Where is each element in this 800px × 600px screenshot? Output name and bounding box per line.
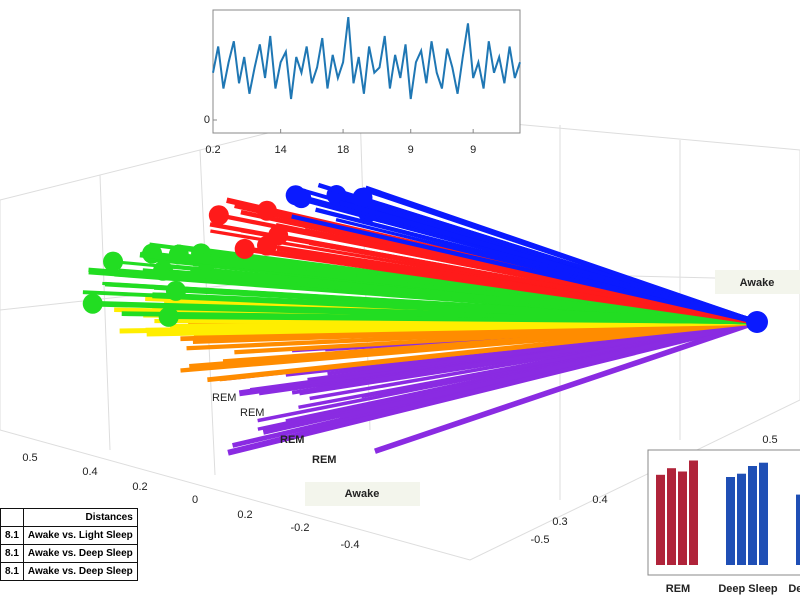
table-cell: 8.1	[0, 526, 24, 545]
axis-label: 0.4	[592, 494, 607, 506]
fan-node	[191, 243, 212, 264]
bar	[656, 474, 665, 565]
axis-label: 0.4	[82, 466, 97, 478]
bar	[759, 462, 768, 565]
x-tick-label: 18	[337, 144, 349, 156]
axis-label: -0.2	[291, 522, 310, 534]
fan-line	[234, 319, 758, 355]
fan-line	[291, 320, 758, 395]
table-cell: Awake vs. Light Sleep	[22, 526, 138, 545]
fan-node	[291, 188, 312, 209]
fan-line	[291, 214, 758, 325]
x-tick-label: 9	[408, 144, 414, 156]
bar	[678, 471, 687, 565]
x-tick-label: 14	[275, 144, 287, 156]
fan-node	[82, 293, 103, 314]
hub-label: Awake	[740, 277, 775, 289]
bar	[689, 460, 698, 565]
rem-label: REM	[312, 454, 336, 466]
fan-line	[266, 244, 758, 324]
table-cell: 8.1	[0, 544, 24, 563]
fan-line	[339, 319, 758, 420]
fan-line	[190, 268, 758, 325]
axis-label: 0.2	[237, 509, 252, 521]
distance-table: Distances 8.1 Awake vs. Light Sleep 8.1 Aw…	[0, 508, 138, 581]
label-box	[715, 270, 800, 294]
data-line	[212, 16, 521, 100]
axis-label: 0.3	[552, 516, 567, 528]
table-cell	[0, 508, 24, 527]
fan-node	[234, 238, 255, 259]
x-tick-label: Deep Sleep	[718, 583, 778, 595]
fan-line	[152, 292, 758, 325]
axis-label: 0	[192, 494, 198, 506]
fan-node	[208, 205, 229, 226]
bar	[726, 477, 735, 565]
x-tick-label: Deep Sleep	[788, 583, 800, 595]
fan-node	[352, 187, 373, 208]
bar	[748, 466, 757, 565]
y-tick-label: 0	[204, 114, 210, 126]
axis-label: -0.4	[341, 539, 360, 551]
axis-label: 0.5	[22, 452, 37, 464]
rem-label: REM	[280, 434, 304, 446]
axis-label: -0.5	[531, 534, 550, 546]
table-cell: 8.1	[0, 562, 24, 581]
fan-line	[277, 233, 758, 324]
rem-label: REM	[212, 392, 236, 404]
fan-line	[359, 214, 758, 324]
rem-label: REM	[240, 407, 264, 419]
hub-node	[746, 311, 768, 333]
fan-line	[374, 319, 758, 454]
fan-node	[268, 225, 289, 246]
table-header: Distances	[22, 508, 138, 527]
axis-label: 0.2	[132, 481, 147, 493]
label-box	[305, 482, 420, 506]
bar	[667, 468, 676, 565]
fan-node	[158, 306, 179, 327]
bar	[737, 473, 746, 565]
bottom-label: Awake	[345, 488, 380, 500]
axis-label: 0.5	[762, 434, 777, 446]
x-tick-label: REM	[666, 583, 690, 595]
bar	[796, 494, 800, 565]
fan-node	[103, 251, 124, 272]
table-cell: Awake vs. Deep Sleep	[22, 544, 138, 563]
x-tick-label: 0.2	[205, 144, 220, 156]
table-cell: Awake vs. Deep Sleep	[22, 562, 138, 581]
fan	[82, 182, 768, 456]
x-tick-label: 9	[470, 144, 476, 156]
